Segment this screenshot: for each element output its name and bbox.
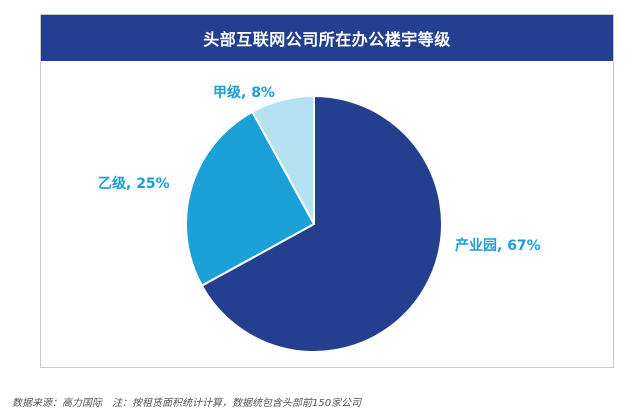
- chart-title: 头部互联网公司所在办公楼宇等级: [41, 15, 613, 61]
- slice-label-产业园: 产业园, 67%: [455, 237, 541, 254]
- source-note: 数据来源：高力国际 注：按租赁面积统计计算，数据统包含头部前150家公司: [12, 398, 362, 409]
- pie-slice-甲级: [250, 94, 315, 225]
- slice-label-甲级: 甲级, 8%: [213, 84, 275, 101]
- slice-label-乙级: 乙级, 25%: [98, 175, 170, 192]
- pie-slice-乙级: [185, 110, 316, 288]
- pie-slice-产业园: [200, 94, 443, 353]
